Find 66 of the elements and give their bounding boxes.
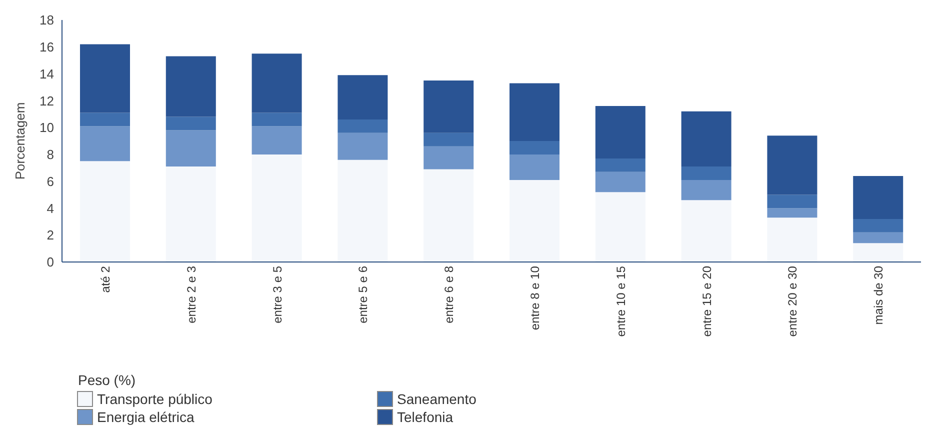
legend-label: Telefonia: [396, 409, 454, 425]
x-tick-label: entre 3 e 5: [270, 266, 284, 324]
bar: [853, 232, 904, 244]
bar: [80, 112, 130, 126]
bar: [252, 112, 302, 126]
y-tick-label: 16: [40, 40, 54, 55]
bar: [166, 166, 216, 262]
x-tick-label: mais de 30: [872, 266, 886, 325]
bar: [510, 154, 560, 180]
bar: [338, 75, 388, 120]
bar: [595, 192, 646, 262]
y-tick-label: 0: [46, 254, 54, 270]
x-tick-label: entre 2 e 3: [184, 266, 198, 324]
bar: [595, 172, 646, 192]
x-tick-label: entre 15 e 20: [700, 266, 714, 337]
legend-label: Transporte público: [96, 391, 214, 407]
bar: [338, 119, 388, 133]
y-axis-title: Porcentagem: [12, 102, 28, 180]
y-tick-label: 14: [40, 66, 54, 82]
bar: [80, 161, 130, 262]
bar: [767, 208, 818, 218]
x-tick-label: entre 10 e 15: [614, 266, 628, 337]
bar: [424, 80, 474, 133]
bar: [681, 166, 732, 180]
y-tick-label: 10: [40, 120, 54, 136]
y-tick-label: 12: [40, 93, 54, 108]
bar: [166, 56, 216, 117]
bar: [853, 218, 904, 232]
x-tick-label: até 2: [98, 266, 112, 293]
bar: [166, 130, 216, 167]
bar: [510, 83, 560, 141]
x-tick-label: entre 6 e 8: [442, 266, 456, 324]
y-tick-label: 6: [46, 174, 54, 189]
bar: [510, 180, 560, 262]
bar: [595, 106, 646, 158]
bar: [424, 146, 474, 170]
bar: [681, 180, 732, 200]
legend-title: Peso (%): [78, 372, 137, 388]
x-tick-label: entre 8 e 10: [528, 266, 542, 330]
bar: [338, 160, 388, 262]
bar: [767, 136, 818, 195]
legend-label: Energia elétrica: [96, 409, 196, 425]
bar: [80, 44, 130, 113]
bar: [338, 132, 388, 160]
bar: [853, 243, 904, 262]
bar: [252, 54, 302, 113]
bar: [595, 158, 646, 172]
y-tick-label: 18: [40, 12, 54, 28]
bar: [510, 141, 560, 154]
bar: [80, 126, 130, 162]
bar: [767, 194, 818, 208]
bar: [681, 111, 732, 167]
bar: [424, 169, 474, 262]
legend-label: Saneamento: [396, 391, 478, 407]
bar: [681, 200, 732, 262]
bar: [252, 126, 302, 154]
x-tick-label: entre 5 e 6: [356, 266, 370, 324]
y-tick-label: 8: [46, 147, 54, 162]
y-tick-label: 2: [46, 228, 54, 243]
bar: [166, 116, 216, 130]
bar: [767, 218, 818, 262]
bar: [853, 176, 904, 219]
y-tick-label: 4: [46, 200, 54, 216]
x-tick-label: entre 20 e 30: [786, 266, 800, 337]
bar: [252, 154, 302, 262]
bar: [424, 132, 474, 146]
